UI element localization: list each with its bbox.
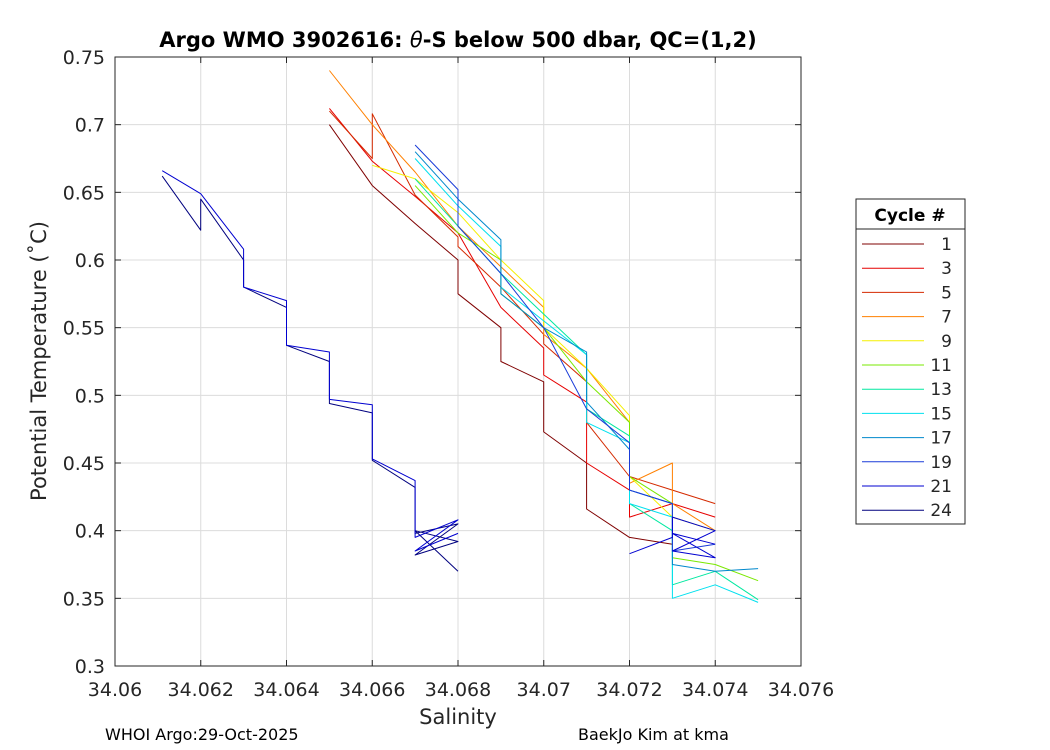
series-line-cycle-17: [414, 151, 759, 572]
legend-label: 13: [930, 380, 952, 400]
y-tick-label: 0.4: [75, 521, 105, 543]
legend-title: Cycle #: [874, 206, 945, 226]
legend-box: [855, 198, 966, 525]
x-tick-label: 34.076: [768, 679, 834, 701]
x-tick-label: 34.074: [682, 679, 748, 701]
series-line-cycle-1: [328, 124, 673, 545]
y-tick-label: 0.55: [63, 318, 105, 340]
series-layer: [161, 70, 759, 603]
y-tick-label: 0.3: [75, 656, 105, 678]
chart-title: Argo WMO 3902616: θ-S below 500 dbar, QC…: [159, 28, 756, 52]
chart-title-suffix: -S below 500 dbar, QC=(1,2): [423, 28, 757, 52]
chart-title-prefix: Argo WMO 3902616:: [159, 28, 410, 52]
series-line-cycle-3: [329, 108, 716, 518]
legend-label: 1: [941, 235, 952, 255]
legend-label: 15: [930, 404, 952, 424]
x-tick-label: 34.07: [517, 679, 571, 701]
series-line-cycle-21: [161, 170, 459, 552]
legend-label: 24: [930, 501, 952, 521]
legend-label: 11: [930, 356, 952, 376]
series-line-cycle-21: [629, 516, 716, 559]
legend-label: 19: [930, 453, 952, 473]
legend-label: 21: [930, 477, 952, 497]
footer-author: BaekJo Kim at kma: [578, 725, 729, 744]
ticks: 34.06 34.062 34.064 34.066 34.068 34.07 34.072…: [63, 47, 835, 701]
series-line-cycle-24: [161, 175, 459, 572]
legend-label: 3: [941, 259, 952, 279]
y-tick-label: 0.35: [63, 588, 105, 610]
footer-source: WHOI Argo:29-Oct-2025: [105, 725, 299, 744]
legend-label: 17: [930, 429, 952, 449]
x-tick-label: 34.072: [596, 679, 662, 701]
legend-label: 7: [941, 308, 952, 328]
y-tick-label: 0.45: [63, 453, 105, 475]
x-tick-label: 34.068: [425, 679, 491, 701]
x-tick-label: 34.06: [88, 679, 142, 701]
series-line-cycle-11: [414, 185, 759, 582]
x-tick-label: 34.062: [168, 679, 234, 701]
y-tick-label: 0.5: [75, 385, 105, 407]
y-axis-label: Potential Temperature (˚C): [27, 221, 51, 501]
x-axis-label: Salinity: [419, 705, 497, 729]
y-tick-label: 0.7: [75, 115, 105, 137]
x-tick-label: 34.064: [253, 679, 319, 701]
legend-label: 9: [941, 332, 952, 352]
y-tick-label: 0.75: [63, 47, 105, 69]
y-tick-label: 0.6: [75, 250, 105, 272]
x-tick-label: 34.066: [339, 679, 405, 701]
legend-label: 5: [941, 283, 952, 303]
chart-title-theta: θ: [410, 28, 423, 52]
series-line-cycle-7: [329, 70, 716, 532]
y-tick-label: 0.65: [63, 182, 105, 204]
